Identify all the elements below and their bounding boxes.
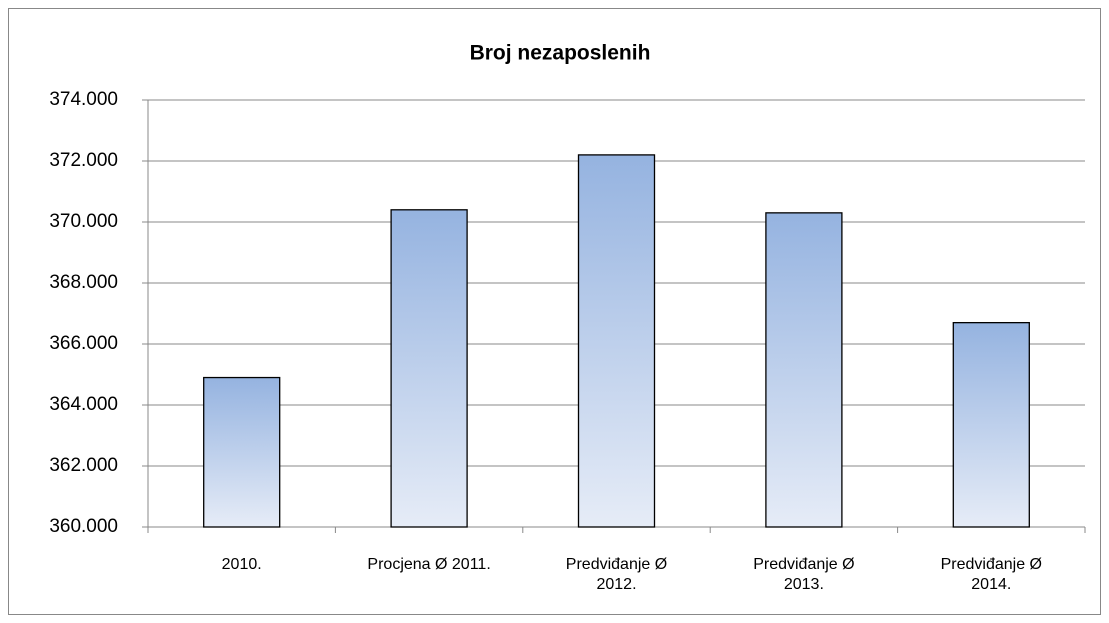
y-tick-label: 364.000 xyxy=(49,394,118,415)
y-tick-label: 362.000 xyxy=(49,455,118,476)
x-tick-label: Predviđanje Ø 2014. xyxy=(940,556,1042,593)
y-tick-label: 372.000 xyxy=(49,150,118,171)
x-tick-label: Predviđanje Ø 2013. xyxy=(753,556,855,593)
bar xyxy=(765,212,843,528)
x-tick-label: Procjena Ø 2011. xyxy=(367,556,491,573)
bar xyxy=(952,321,1030,528)
y-tick-label: 370.000 xyxy=(49,211,118,232)
bar xyxy=(390,209,468,528)
x-tick-label: 2010. xyxy=(221,556,262,573)
x-tick-label: Predviđanje Ø 2012. xyxy=(565,556,668,593)
y-tick-label: 374.000 xyxy=(49,89,118,110)
y-tick-label: 360.000 xyxy=(49,516,118,537)
chart-border xyxy=(8,8,1101,615)
y-tick-label: 366.000 xyxy=(49,333,118,354)
y-tick-label: 368.000 xyxy=(49,272,118,293)
bar xyxy=(577,154,656,528)
bar xyxy=(203,376,281,528)
chart-title: Broj nezaposlenih xyxy=(470,42,651,65)
